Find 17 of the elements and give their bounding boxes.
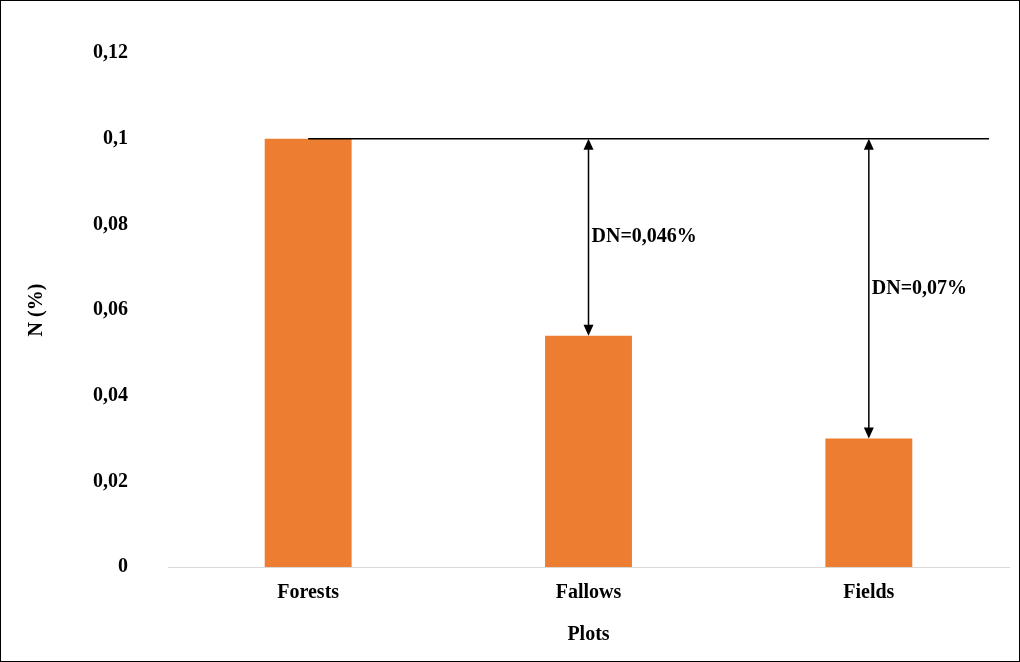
y-tick-label: 0 <box>118 554 128 577</box>
y-tick-label: 0,06 <box>93 297 128 320</box>
bar <box>545 335 632 567</box>
y-tick-label: 0,04 <box>93 382 128 405</box>
x-tick-label: Forests <box>277 580 340 603</box>
annotation: DN=0,07% <box>871 275 968 298</box>
bar <box>825 438 913 567</box>
bar <box>264 138 352 567</box>
x-tick-label: Fallows <box>555 580 622 603</box>
y-tick-label: 0,1 <box>103 125 128 148</box>
x-tick-label: Fields <box>843 580 895 603</box>
y-tick-label: 0,12 <box>93 40 128 63</box>
y-axis-title: N (%) <box>24 283 48 337</box>
annotation: DN=0,046% <box>591 224 697 247</box>
x-axis-title: Plots <box>567 622 610 645</box>
y-tick-label: 0,02 <box>93 468 128 491</box>
y-tick-label: 0,08 <box>93 211 128 234</box>
